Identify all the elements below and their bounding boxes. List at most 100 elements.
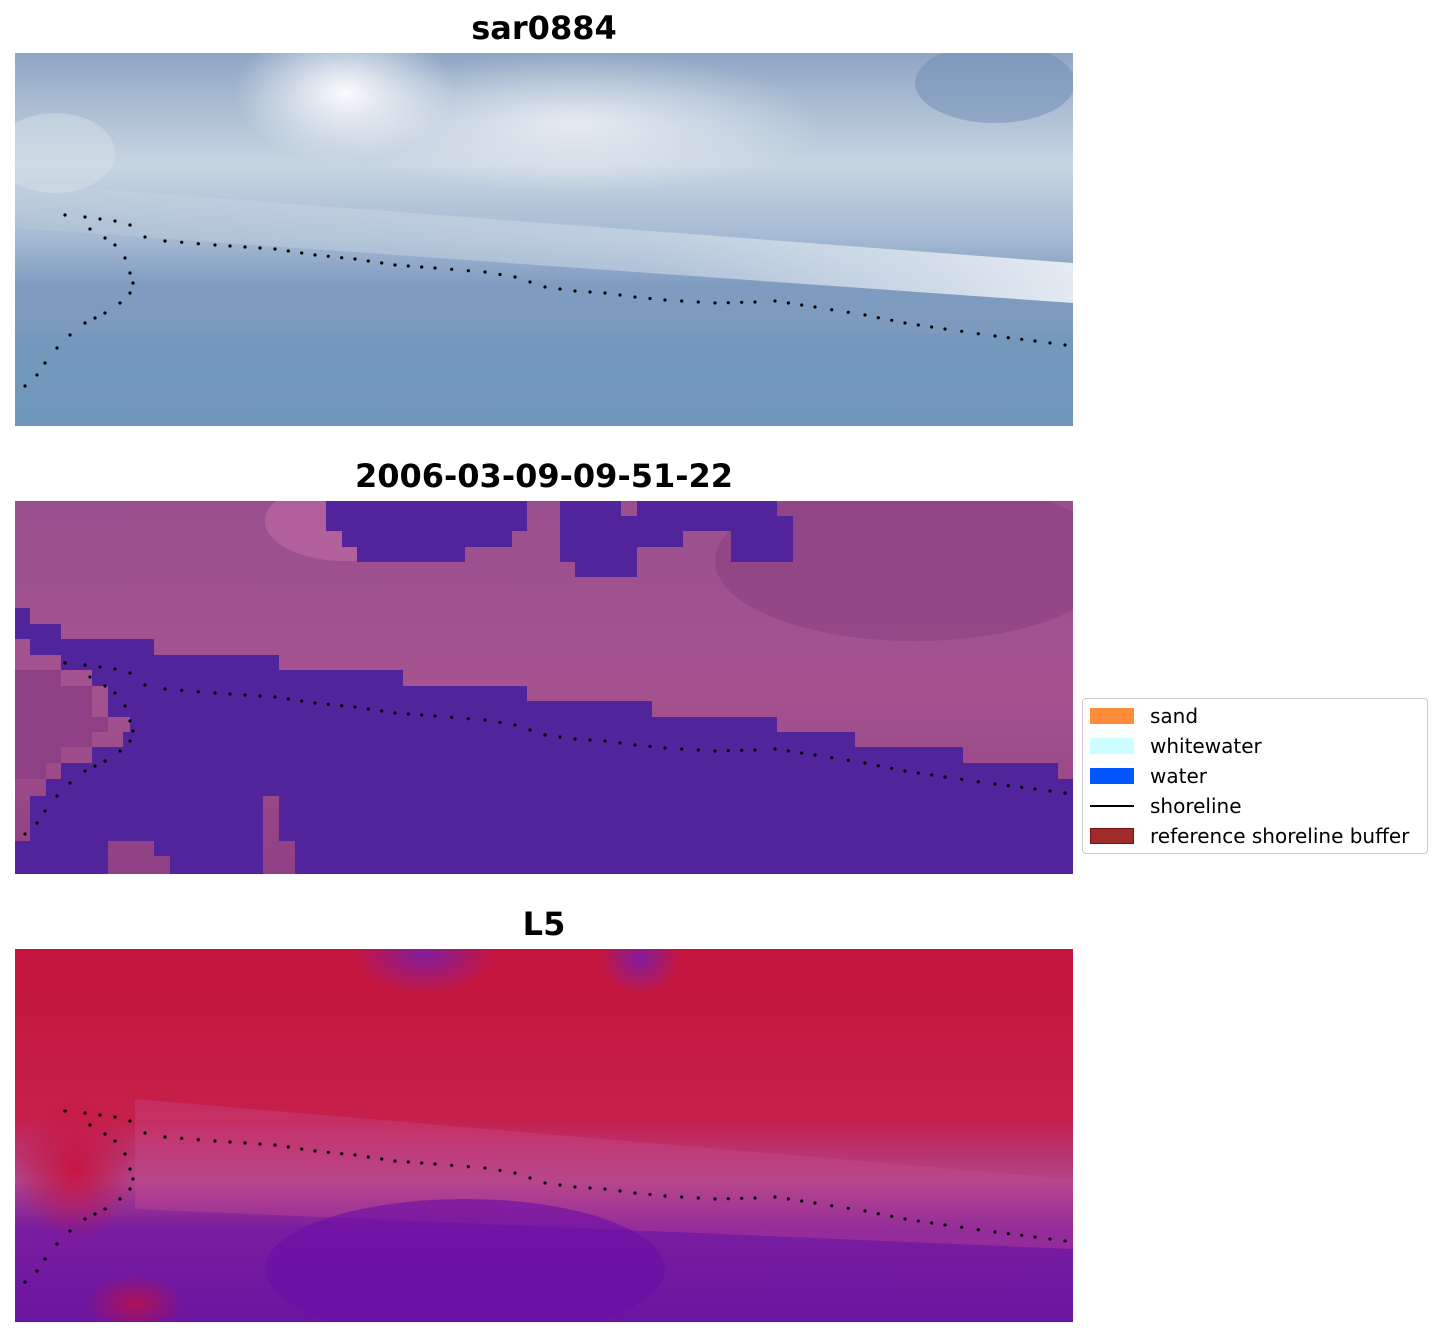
shoreline-dot [143,235,147,239]
shoreline-dot [633,295,637,299]
shoreline-dot [916,1219,920,1223]
shoreline-dot [960,1225,964,1229]
shoreline-dot [340,1152,344,1156]
shoreline-dot [180,1136,184,1140]
shoreline-dot [326,1150,330,1154]
shoreline-dot [406,712,410,716]
shoreline-dot [960,329,964,333]
shoreline-dot [1020,1233,1024,1237]
shoreline-dot [118,1197,122,1201]
shoreline-dot [573,289,577,293]
shoreline-dot [286,1145,290,1149]
shoreline-dot [513,1171,517,1175]
shoreline-dot [543,733,547,737]
shoreline-dot [960,777,964,781]
shoreline-dot [366,259,370,263]
shoreline-dot [993,334,997,338]
shoreline-dot [128,739,132,743]
shoreline-dot [366,1155,370,1159]
shoreline-dot [258,1142,262,1146]
shoreline-dot [23,384,27,388]
shoreline-dot [380,1157,384,1161]
shoreline-dot [466,717,470,721]
shoreline-dot [830,1204,834,1208]
shoreline-dot [300,699,304,703]
shoreline-dot [726,301,730,305]
shoreline-dot [196,242,200,246]
shoreline-dot [800,303,804,307]
shoreline-dot [890,1214,894,1218]
shoreline-dot [180,240,184,244]
sand-swatch [1090,708,1134,724]
shoreline-dot [450,715,454,719]
legend-item-sand: sand [1083,701,1427,731]
shoreline-dot [618,293,622,297]
shoreline-dot [726,749,730,753]
shoreline-dot [196,690,200,694]
shoreline-dot [830,756,834,760]
shoreline-dot [83,1217,87,1221]
shoreline-dot [35,373,39,377]
shoreline-dot [1006,336,1010,340]
shoreline-dot [648,744,652,749]
shoreline-dot [143,1131,147,1135]
shoreline-dot [943,327,947,331]
shoreline-dot [213,691,217,695]
shoreline-dot [753,1196,757,1200]
shoreline-dot [103,759,107,763]
shoreline-dot [406,264,410,268]
shoreline-dot [846,1206,850,1210]
shoreline-dot [93,1212,97,1216]
legend-item-whitewater: whitewater [1083,731,1427,761]
shoreline-dot [618,741,622,745]
shoreline-dot [273,247,277,251]
shoreline-dot [813,1201,817,1205]
shoreline-dot [23,832,27,836]
shoreline-dot [573,1185,577,1189]
shoreline-dot [340,704,344,708]
shoreline-dot [273,1143,277,1147]
shoreline-dot [876,316,880,320]
shoreline-dot [558,1183,562,1187]
shoreline-dot [68,333,72,337]
shoreline-dot [786,1197,790,1201]
shoreline-dot [123,256,127,260]
shoreline-dot [528,1176,532,1180]
shoreline-dot [353,705,357,709]
shoreline-dot [786,749,790,753]
shoreline-dot [1033,1235,1037,1239]
shoreline-dot [123,1152,127,1156]
shoreline-dot [103,684,107,688]
legend-label: sand [1150,704,1199,728]
shoreline-dot [618,1189,622,1193]
shoreline-dot [128,671,132,675]
shoreline-dot [903,321,907,325]
shoreline-dot [43,361,47,365]
shoreline-dot [258,694,262,698]
shoreline-dot [228,244,232,248]
shoreline-dot [353,1153,357,1157]
shoreline-dot [830,308,834,312]
shoreline-dot [528,280,532,284]
shoreline-dot [1006,784,1010,788]
shoreline-dot [773,747,777,751]
shoreline-dot [406,1160,410,1164]
shoreline-dot [113,219,117,223]
shoreline-dot [1048,789,1052,793]
index-image-panel [15,949,1073,1322]
legend-item-water: water [1083,761,1427,791]
shoreline-dot [228,1140,232,1144]
shoreline-dot [93,764,97,768]
shoreline-dot [63,213,67,217]
shoreline-dot [366,707,370,711]
shoreline-dot [258,246,262,250]
legend-label: shoreline [1150,794,1242,818]
shoreline-dots [23,661,1067,836]
shoreline-dot [213,1139,217,1143]
shoreline-dot [163,1135,167,1139]
shoreline-dot [846,310,850,314]
shoreline-dot [113,1115,117,1119]
shoreline-dot [696,1196,700,1200]
shoreline-dot [128,223,132,227]
shoreline-dot [88,1123,92,1127]
